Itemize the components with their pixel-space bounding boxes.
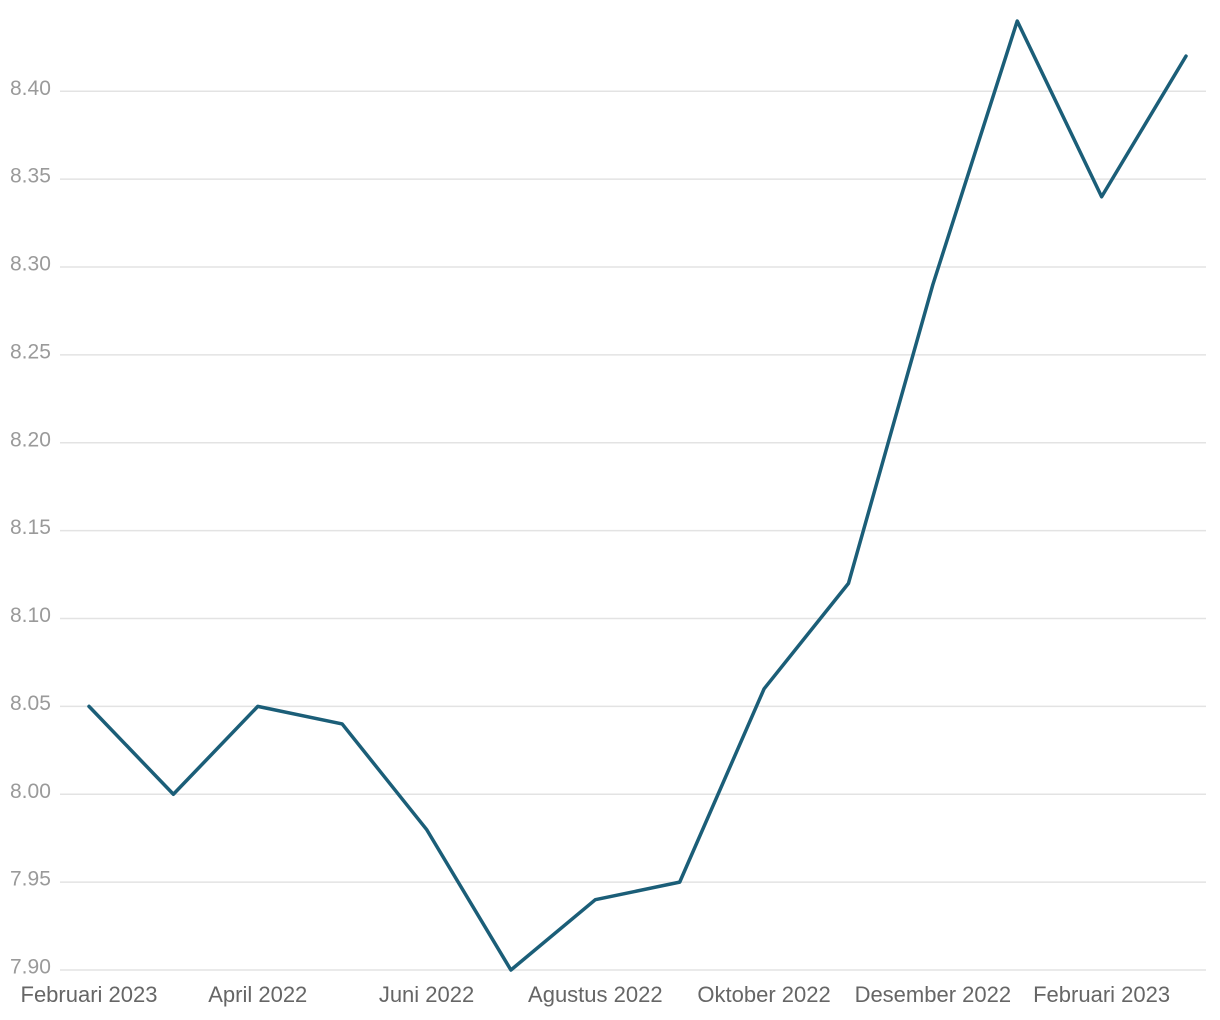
- y-tick-label: 8.40: [10, 77, 51, 100]
- y-tick-label: 8.10: [10, 604, 51, 627]
- x-tick-label: Februari 2023: [21, 982, 158, 1007]
- y-tick-label: 8.30: [10, 253, 51, 276]
- x-tick-label: Oktober 2022: [697, 982, 830, 1007]
- y-tick-label: 8.25: [10, 340, 51, 363]
- y-tick-label: 8.35: [10, 165, 51, 188]
- y-tick-label: 7.90: [10, 956, 51, 979]
- y-tick-label: 7.95: [10, 868, 51, 891]
- y-tick-label: 8.15: [10, 516, 51, 539]
- data-line: [87, 19, 1188, 972]
- x-tick-label: Agustus 2022: [528, 982, 663, 1007]
- y-tick-label: 8.20: [10, 428, 51, 451]
- x-tick-label: Februari 2023: [1033, 982, 1170, 1007]
- x-tick-label: Juni 2022: [379, 982, 474, 1007]
- y-tick-label: 8.00: [10, 780, 51, 803]
- y-tick-label: 8.05: [10, 692, 51, 715]
- x-tick-label: April 2022: [208, 982, 307, 1007]
- x-tick-label: Desember 2022: [855, 982, 1012, 1007]
